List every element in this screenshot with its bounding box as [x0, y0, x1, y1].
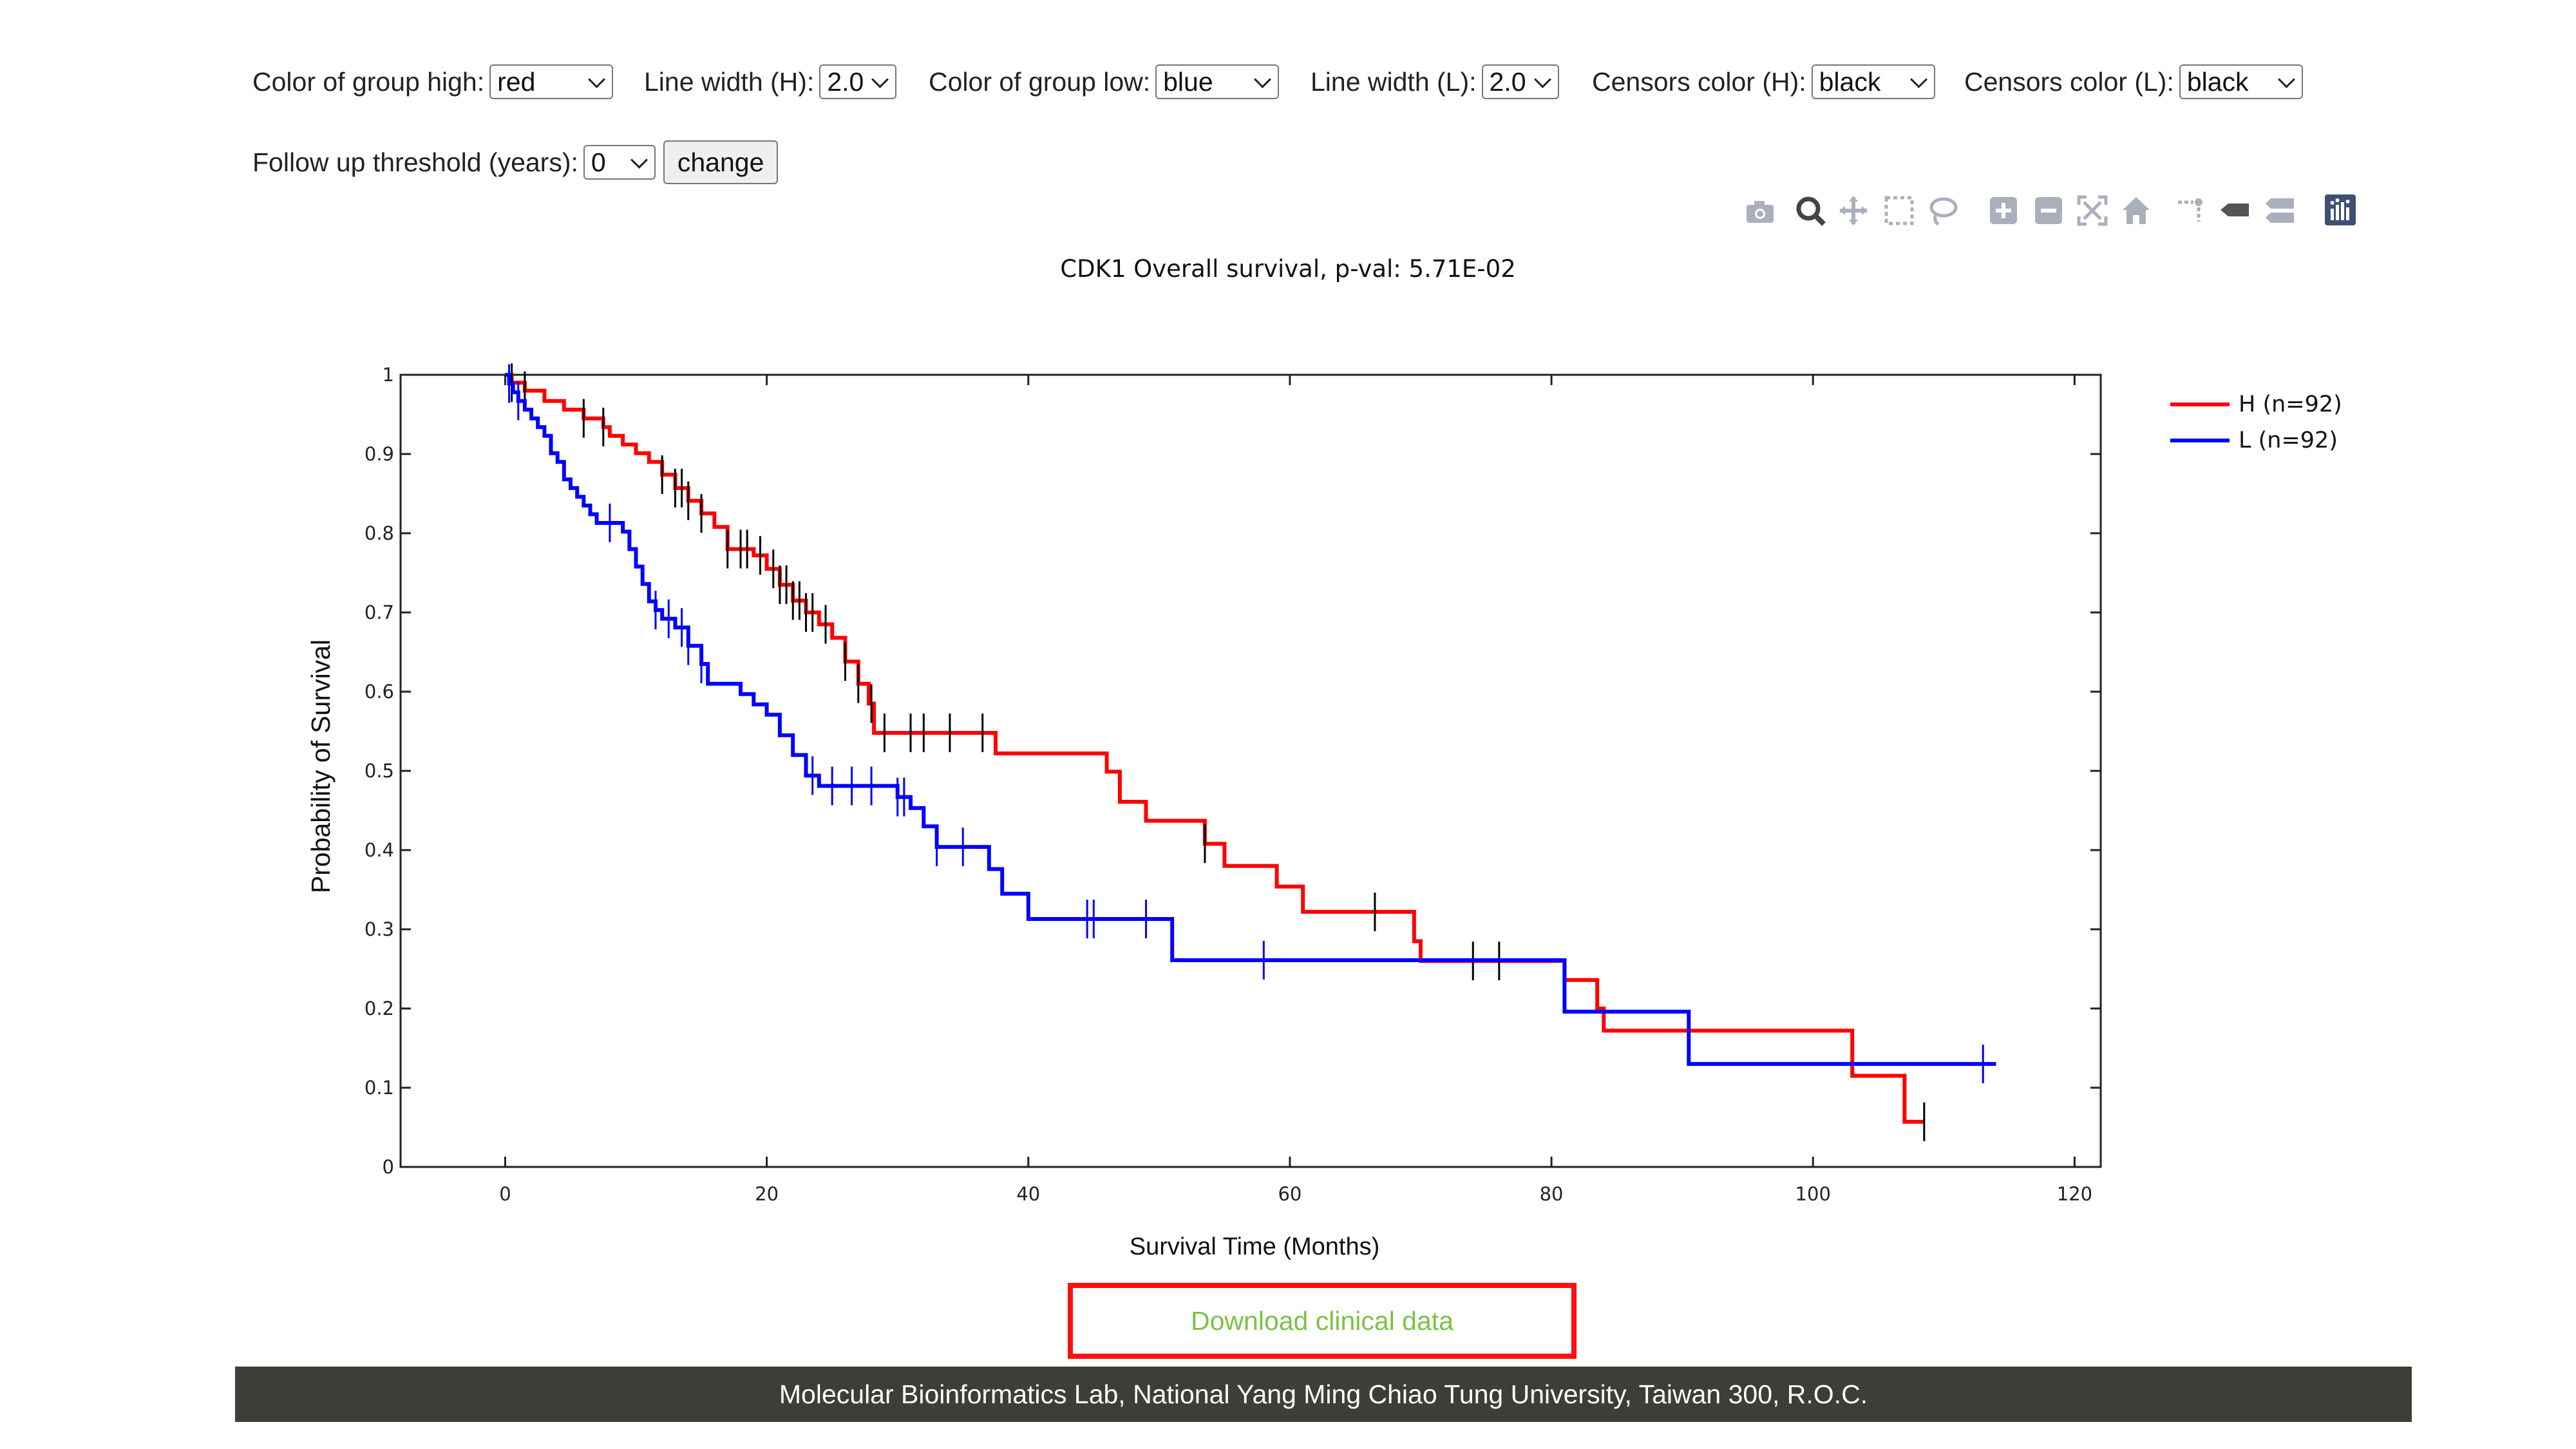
color-low-control: Color of group low: blue: [929, 64, 1280, 99]
y-tick-label: 0.6: [365, 681, 394, 703]
chart-legend[interactable]: H (n=92) L (n=92): [2170, 386, 2342, 459]
chart-modebar: [1732, 191, 2396, 229]
footer: Molecular Bioinformatics Lab, National Y…: [235, 1367, 2412, 1422]
legend-swatch-high: [2170, 402, 2230, 406]
y-tick-label: 0.9: [365, 443, 394, 465]
censors-h-select[interactable]: black: [1811, 64, 1935, 99]
hover-closest-icon[interactable]: [2221, 204, 2249, 216]
box-select-icon[interactable]: [1884, 196, 1914, 225]
legend-swatch-low: [2170, 439, 2230, 442]
censors-l-select[interactable]: black: [2179, 64, 2303, 99]
follow-up-control: Follow up threshold (years): 0 change: [252, 140, 779, 184]
follow-up-select[interactable]: 0: [583, 145, 656, 180]
censors-l-label: Censors color (L):: [1964, 66, 2174, 97]
y-tick-label: 0.5: [365, 760, 394, 782]
series-line-high: [505, 373, 1924, 1124]
color-high-value: red: [497, 66, 536, 97]
plot-frame: [399, 374, 2102, 1168]
chart-title: CDK1 Overall survival, p-val: 5.71E-02: [1060, 255, 1516, 283]
legend-label-low: L (n=92): [2239, 428, 2338, 453]
y-tick-label: 0: [383, 1156, 394, 1178]
color-low-label: Color of group low:: [929, 66, 1151, 97]
x-tick-label: 20: [755, 1183, 779, 1205]
line-width-h-label: Line width (H):: [644, 66, 815, 97]
color-high-label: Color of group high:: [252, 66, 485, 97]
pan-icon[interactable]: [1839, 196, 1868, 225]
y-tick-label: 0.3: [365, 918, 394, 940]
camera-icon[interactable]: [1747, 201, 1774, 223]
y-tick-label: 0.8: [365, 522, 394, 544]
censors-h-value: black: [1819, 66, 1881, 97]
censors-l-value: black: [2186, 66, 2249, 97]
y-tick-label: 0.1: [365, 1077, 394, 1099]
download-clinical-data-link[interactable]: Download clinical data: [1191, 1305, 1454, 1336]
color-high-control: Color of group high: red: [252, 64, 614, 99]
x-tick-label: 60: [1278, 1183, 1302, 1205]
plotly-logo-icon[interactable]: [2325, 194, 2356, 225]
color-low-select[interactable]: blue: [1155, 64, 1280, 99]
line-width-l-control: Line width (L): 2.0: [1311, 64, 1559, 99]
zoom-in-icon[interactable]: [1990, 197, 2017, 224]
x-axis-label: Survival Time (Months): [1130, 1233, 1380, 1260]
line-width-h-select[interactable]: 2.0: [819, 64, 897, 99]
legend-item-high[interactable]: H (n=92): [2170, 386, 2342, 422]
change-button[interactable]: change: [663, 140, 779, 184]
y-tick-label: 0.4: [365, 839, 394, 861]
y-tick-label: 1: [383, 364, 394, 386]
follow-up-label: Follow up threshold (years):: [252, 147, 578, 177]
zoom-icon[interactable]: [1796, 196, 1826, 226]
color-low-value: blue: [1163, 66, 1213, 97]
legend-item-low[interactable]: L (n=92): [2170, 422, 2342, 459]
spike-lines-icon[interactable]: [2178, 198, 2202, 222]
color-high-select[interactable]: red: [489, 64, 614, 99]
line-width-h-value: 2.0: [827, 66, 864, 97]
hover-compare-icon[interactable]: [2266, 198, 2294, 223]
censors-h-label: Censors color (H):: [1592, 66, 1806, 97]
line-width-l-value: 2.0: [1489, 66, 1526, 97]
series-line-low: [505, 373, 1996, 1066]
x-tick-label: 120: [2057, 1183, 2092, 1205]
autoscale-icon[interactable]: [2077, 195, 2108, 226]
line-width-h-control: Line width (H): 2.0: [644, 64, 897, 99]
line-width-l-select[interactable]: 2.0: [1481, 64, 1559, 99]
y-tick-label: 0.2: [365, 998, 394, 1019]
y-axis-label: Probability of Survival: [306, 639, 336, 893]
censors-h-control: Censors color (H): black: [1592, 64, 1935, 99]
x-tick-label: 80: [1540, 1183, 1564, 1205]
y-tick-label: 0.7: [365, 601, 394, 623]
x-tick-label: 100: [1795, 1183, 1831, 1205]
x-tick-label: 40: [1016, 1183, 1040, 1205]
lasso-select-icon[interactable]: [1929, 197, 1958, 226]
line-width-l-label: Line width (L):: [1311, 66, 1477, 97]
follow-up-value: 0: [591, 147, 606, 177]
download-box: Download clinical data: [1068, 1283, 1577, 1359]
censors-l-control: Censors color (L): black: [1964, 64, 2303, 99]
x-tick-label: 0: [499, 1183, 511, 1205]
zoom-out-icon[interactable]: [2035, 197, 2062, 224]
legend-label-high: H (n=92): [2239, 392, 2342, 417]
reset-axes-icon[interactable]: [2123, 197, 2150, 224]
